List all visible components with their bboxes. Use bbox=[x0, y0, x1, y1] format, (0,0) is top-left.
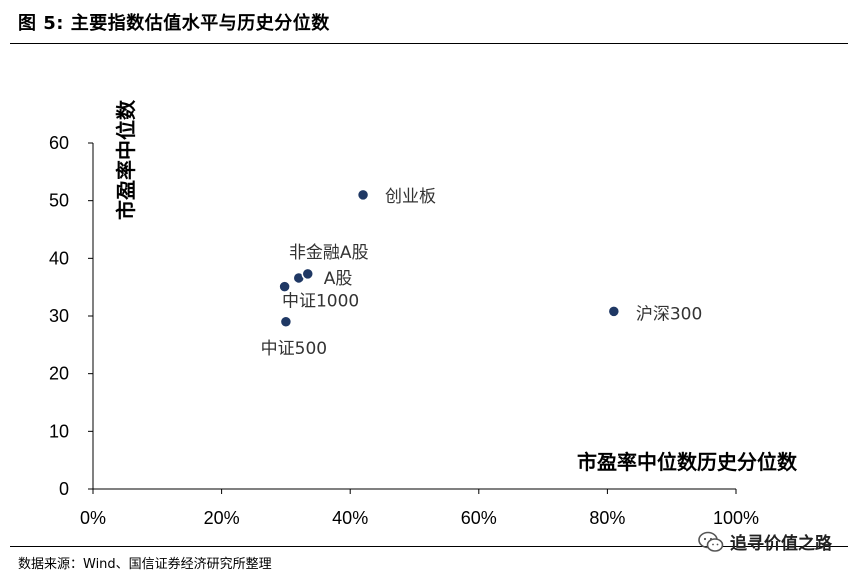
wechat-icon bbox=[698, 531, 724, 552]
y-ticks: 0 10 20 30 40 50 60 bbox=[49, 133, 93, 499]
data-point bbox=[301, 267, 315, 281]
y-tick-label: 0 bbox=[59, 479, 69, 499]
watermark-text: 追寻价值之路 bbox=[730, 534, 832, 554]
data-point bbox=[278, 280, 291, 293]
x-tick-label: 20% bbox=[204, 508, 240, 528]
x-axis-title: 市盈率中位数历史分位数 bbox=[577, 450, 798, 474]
source-note: 数据来源：Wind、国信证券经济研究所整理 bbox=[18, 557, 272, 572]
point-label: 中证1000 bbox=[282, 292, 359, 312]
bottom-divider bbox=[10, 546, 848, 547]
y-tick-label: 60 bbox=[49, 133, 69, 153]
data-point bbox=[279, 315, 293, 329]
top-divider bbox=[10, 43, 848, 44]
y-tick-label: 30 bbox=[49, 306, 69, 326]
data-point bbox=[356, 188, 370, 202]
y-tick-label: 10 bbox=[49, 421, 69, 441]
scatter-chart: 0 10 20 30 40 50 60 0% 20% 40% 60% 80% 100% 创业板非金融A… bbox=[49, 99, 798, 528]
y-tick-label: 50 bbox=[49, 191, 69, 211]
point-label: 沪深300 bbox=[636, 304, 702, 324]
watermark: 追寻价值之路 bbox=[698, 529, 832, 554]
point-label: A股 bbox=[324, 269, 353, 289]
data-points bbox=[278, 188, 621, 329]
point-label: 创业板 bbox=[385, 187, 436, 207]
data-point bbox=[607, 305, 621, 318]
point-label: 中证500 bbox=[261, 339, 327, 359]
y-tick-label: 40 bbox=[49, 248, 69, 268]
x-tick-label: 80% bbox=[589, 508, 625, 528]
x-tick-label: 100% bbox=[713, 508, 759, 528]
x-tick-label: 40% bbox=[332, 508, 368, 528]
x-tick-label: 0% bbox=[80, 508, 106, 528]
y-axis-title: 市盈率中位数 bbox=[114, 99, 138, 220]
point-label: 非金融A股 bbox=[289, 243, 369, 263]
y-tick-label: 20 bbox=[49, 364, 69, 384]
x-tick-label: 60% bbox=[461, 508, 497, 528]
figure-title: 图 5: 主要指数估值水平与历史分位数 bbox=[18, 13, 330, 34]
x-ticks: 0% 20% 40% 60% 80% 100% bbox=[80, 489, 759, 528]
